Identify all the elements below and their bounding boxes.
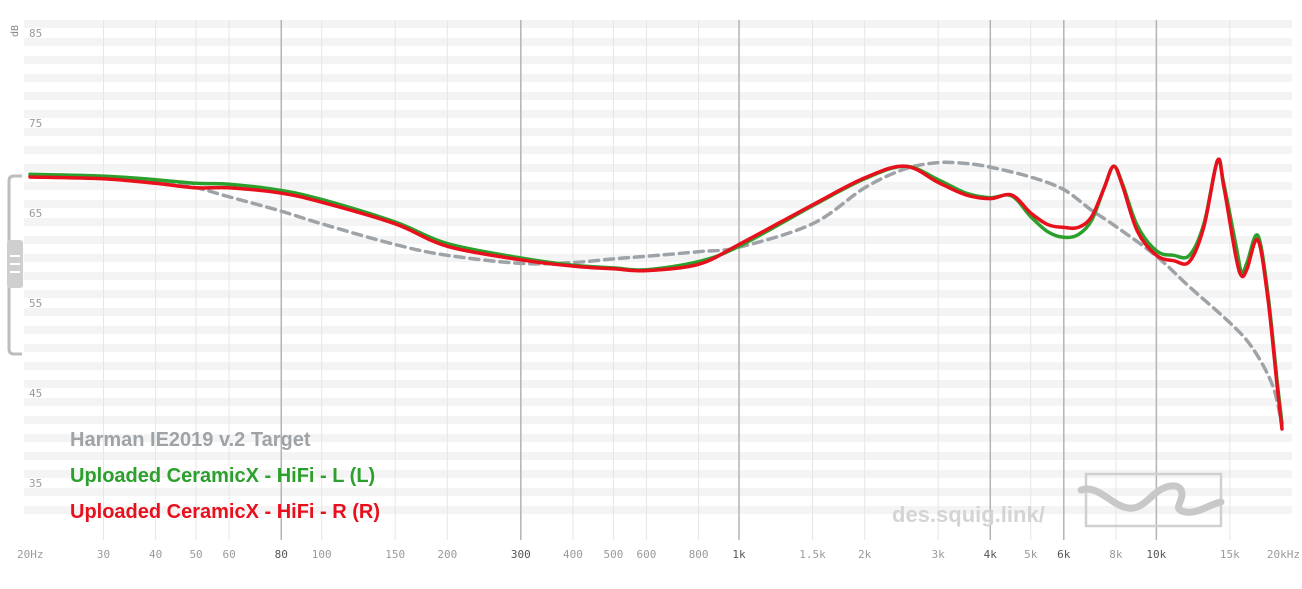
x-tick-label: 50 <box>189 548 202 561</box>
y-tick-label: 75 <box>29 117 42 130</box>
x-tick-label: 800 <box>689 548 709 561</box>
x-tick-label: 150 <box>385 548 405 561</box>
x-tick-label: 15k <box>1220 548 1240 561</box>
y-scale-handle[interactable] <box>7 174 23 356</box>
x-tick-label: 80 <box>275 548 288 561</box>
x-tick-label: 200 <box>437 548 457 561</box>
y-tick-label: 85 <box>29 27 42 40</box>
y-grid-bands <box>24 20 1292 514</box>
legend-item-target[interactable]: Harman IE2019 v.2 Target <box>70 429 311 451</box>
x-tick-label: 3k <box>932 548 946 561</box>
legend-item-right[interactable]: Uploaded CeramicX - HiFi - R (R) <box>70 501 380 523</box>
x-tick-label: 500 <box>603 548 623 561</box>
x-tick-label: 5k <box>1024 548 1038 561</box>
watermark-text: des.squig.link/ <box>892 502 1045 527</box>
x-axis-tick-labels: 20Hz 30 40 50 60 80 100 150 200 300 400 500 600 800 1k… <box>17 548 1300 561</box>
curve-right <box>28 157 1284 431</box>
x-tick-label: 20Hz <box>17 548 44 561</box>
x-tick-label: 4k <box>984 548 998 561</box>
y-tick-label: 35 <box>29 477 42 490</box>
x-tick-label: 400 <box>563 548 583 561</box>
y-axis-unit-label: dB <box>10 25 21 37</box>
x-tick-label: 1.5k <box>799 548 826 561</box>
x-tick-label: 300 <box>511 548 531 561</box>
x-tick-label: 8k <box>1109 548 1123 561</box>
legend: Harman IE2019 v.2 Target Uploaded Cerami… <box>70 429 380 523</box>
x-tick-label: 1k <box>732 548 746 561</box>
y-tick-label: 65 <box>29 207 42 220</box>
legend-item-left[interactable]: Uploaded CeramicX - HiFi - L (L) <box>70 465 375 487</box>
x-tick-label: 10k <box>1146 548 1166 561</box>
x-tick-label: 30 <box>97 548 110 561</box>
x-tick-label: 6k <box>1057 548 1071 561</box>
x-tick-label: 60 <box>222 548 235 561</box>
x-tick-label: 20kHz <box>1267 548 1300 561</box>
curve-target <box>28 160 1284 429</box>
x-tick-label: 100 <box>312 548 332 561</box>
x-tick-label: 2k <box>858 548 872 561</box>
squiglink-logo-icon <box>1077 472 1225 528</box>
curves-layer <box>28 157 1284 431</box>
x-tick-label: 600 <box>637 548 657 561</box>
y-tick-label: 55 <box>29 297 42 310</box>
x-tick-label: 40 <box>149 548 162 561</box>
y-axis-tick-labels: 85 75 65 55 45 35 <box>29 27 42 490</box>
y-tick-label: 45 <box>29 387 42 400</box>
x-grid-lines <box>102 20 1231 540</box>
